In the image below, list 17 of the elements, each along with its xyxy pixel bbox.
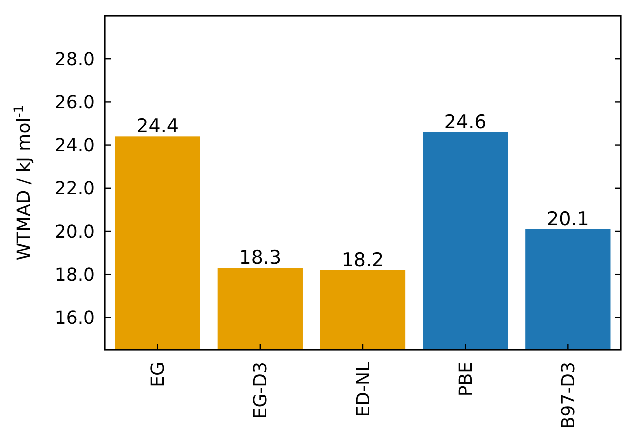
- y-tick-label: 28.0: [54, 49, 95, 70]
- x-tick-label: PBE: [456, 362, 477, 397]
- y-tick-label: 22.0: [54, 178, 95, 200]
- y-tick-label: 26.0: [54, 92, 95, 114]
- y-tick-label: 24.0: [54, 136, 95, 157]
- data-label: 18.3: [239, 247, 282, 270]
- data-label: 20.1: [547, 208, 590, 230]
- y-tick-label: 18.0: [54, 264, 95, 286]
- y-tick-label: 20.0: [54, 222, 95, 243]
- x-tick-label: EG: [148, 362, 170, 388]
- data-label: 24.6: [444, 111, 487, 134]
- y-tick-label: 16.0: [54, 308, 95, 329]
- x-tick-label: ED-NL: [353, 362, 374, 418]
- data-label: 24.4: [136, 116, 179, 138]
- x-tick-label: EG-D3: [250, 362, 272, 420]
- x-tick-label: B97-D3: [558, 362, 580, 430]
- data-label: 18.2: [342, 249, 384, 272]
